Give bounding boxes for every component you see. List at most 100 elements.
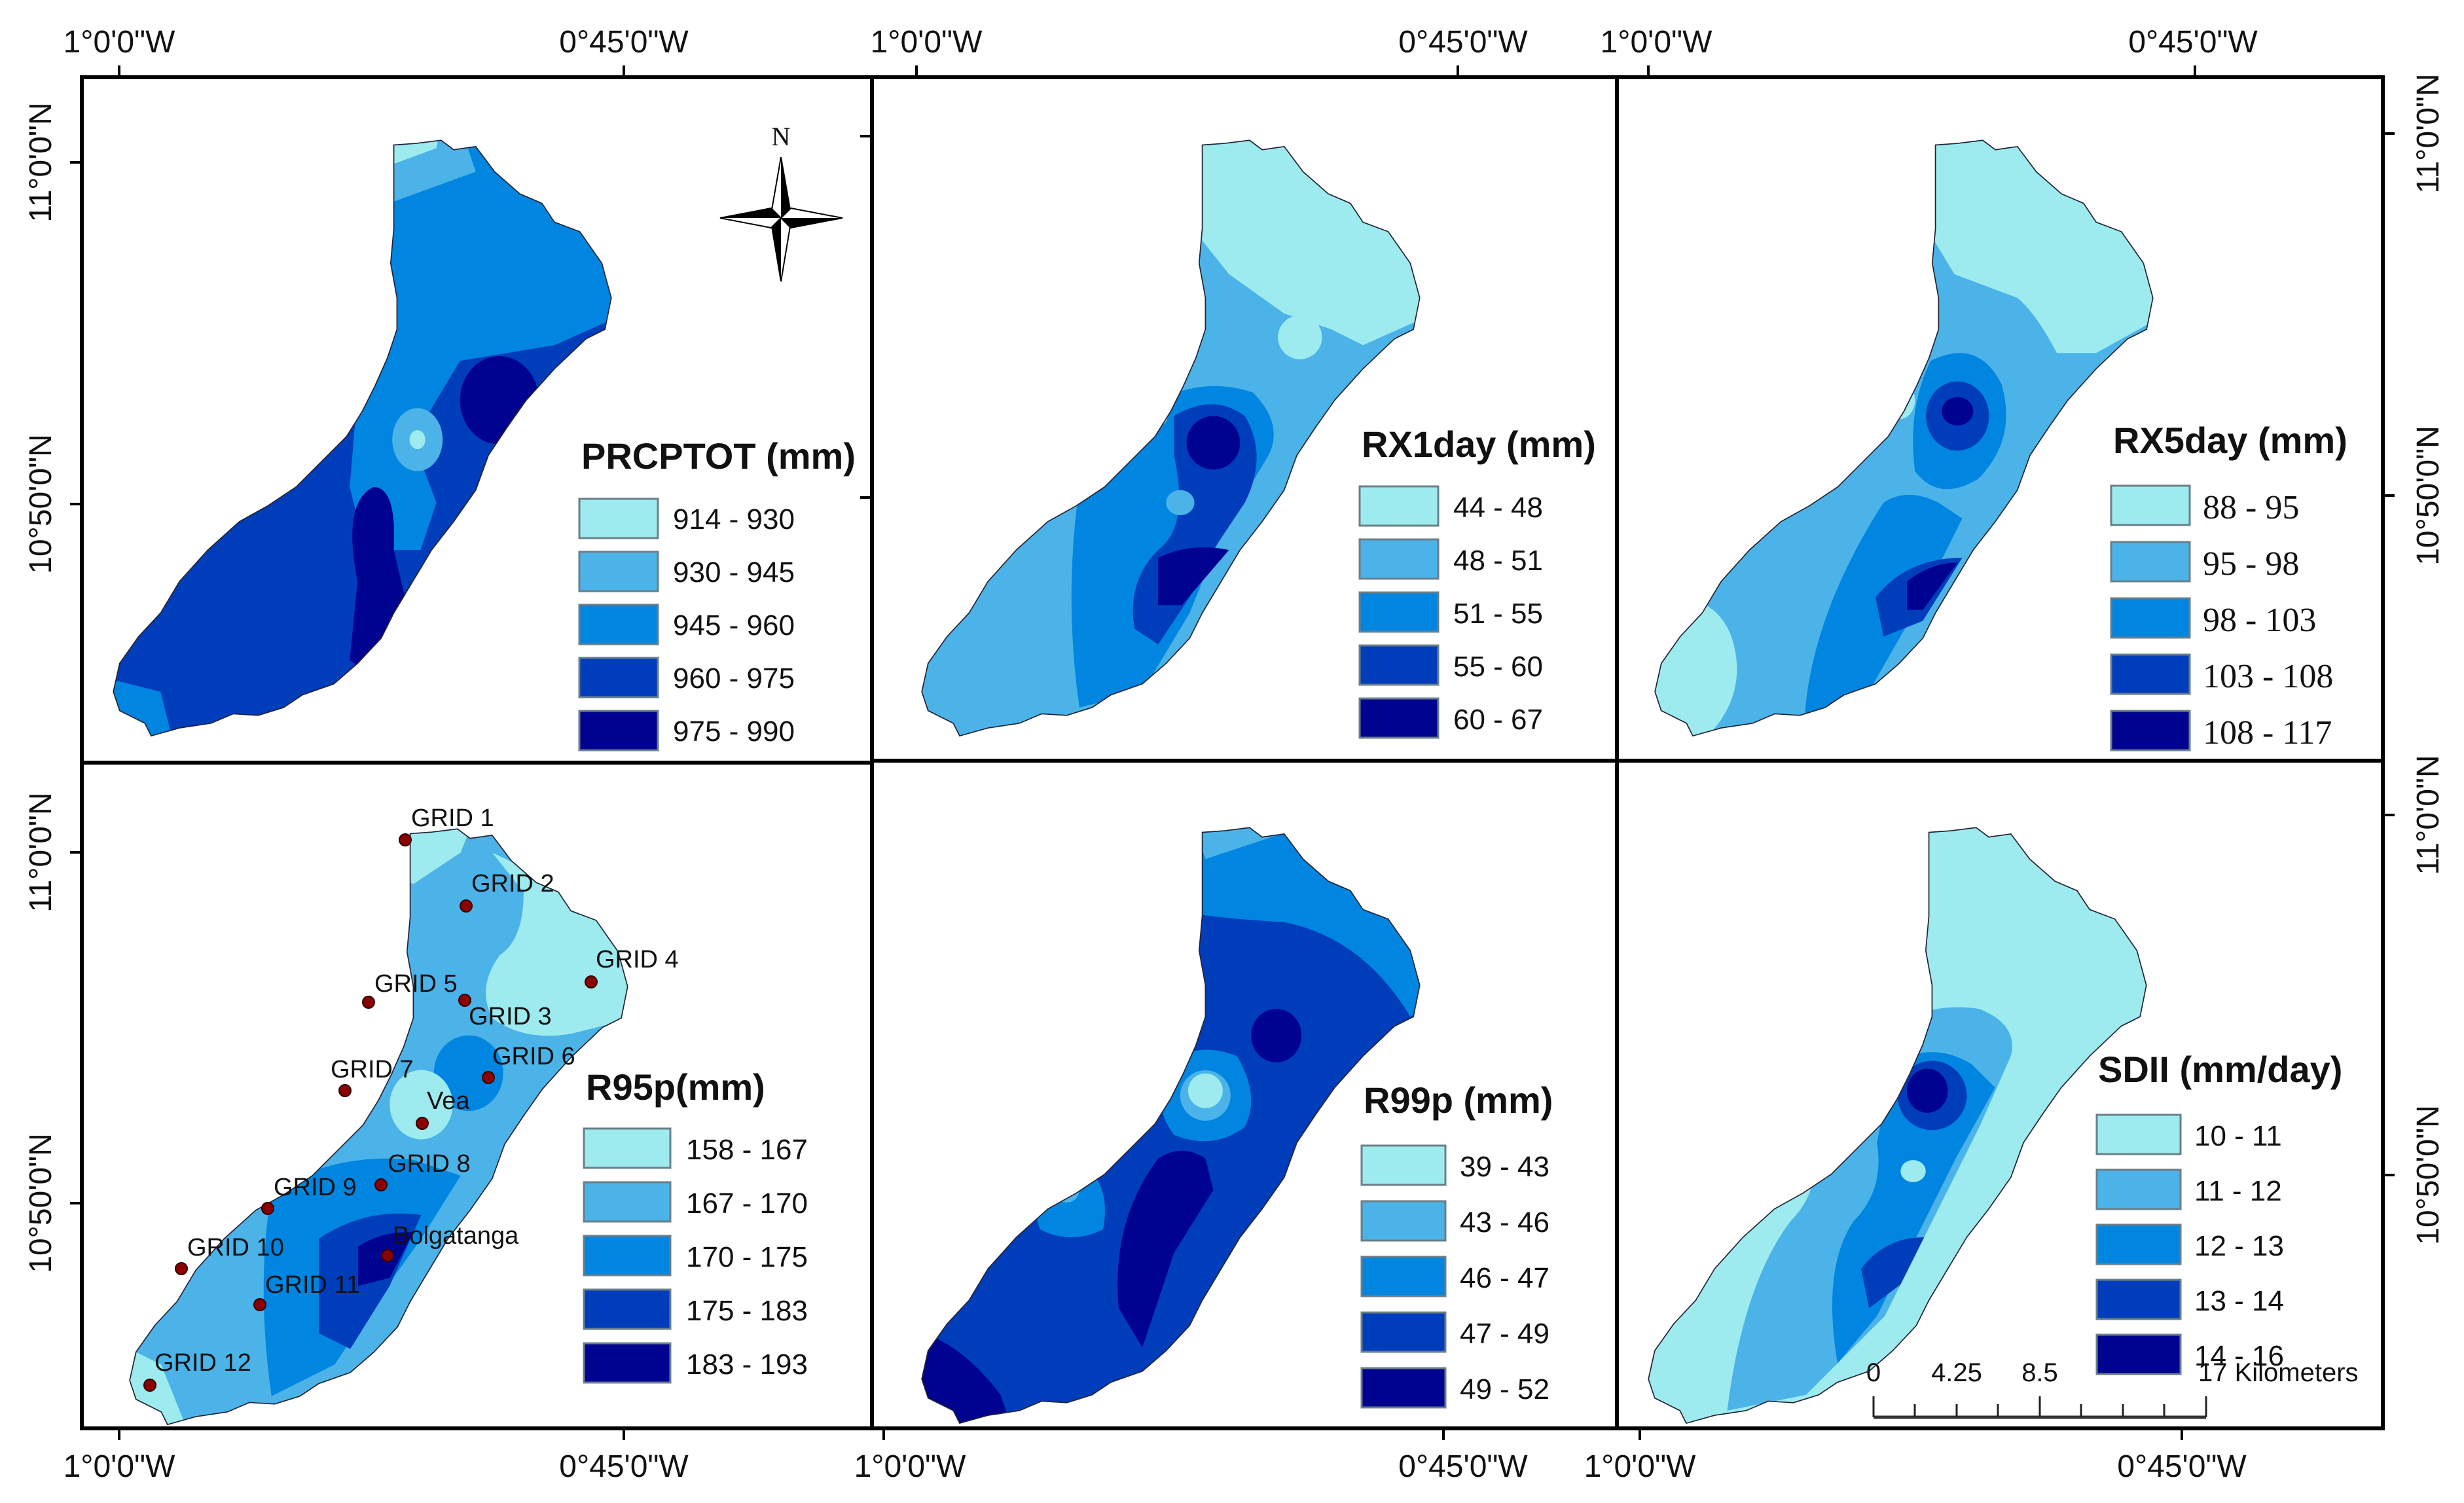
svg-text:GRID 7: GRID 7 [331, 1056, 414, 1083]
legend-label: 975 - 990 [673, 715, 795, 748]
legend-label: 960 - 975 [673, 662, 795, 695]
lat-label-11n: 11°0'0"N [2411, 73, 2446, 193]
lon-label-1w: 1°0'0"W [854, 1449, 966, 1484]
legend-title: PRCPTOT (mm) [581, 435, 856, 477]
svg-text:GRID 5: GRID 5 [374, 970, 458, 998]
legend-label: 51 - 55 [1453, 598, 1543, 630]
legend-title: R99p (mm) [1364, 1079, 1553, 1121]
panel-r95p: 1°0'0"W 0°45'0"W 11°0'0"N 10°50'0"N GRID… [24, 761, 874, 1484]
north-arrow-icon: N [719, 122, 843, 282]
station-grid-8: GRID 8 [374, 1150, 471, 1191]
station-grid-3: GRID 3 [458, 994, 552, 1030]
legend-label: 945 - 960 [673, 609, 795, 642]
legend-label: 10 - 11 [2194, 1120, 2282, 1152]
legend-label: 49 - 52 [1460, 1373, 1549, 1405]
legend-title: SDII (mm/day) [2098, 1049, 2342, 1090]
station-grid-6: GRID 6 [482, 1043, 575, 1084]
svg-text:8.5: 8.5 [2021, 1358, 2058, 1387]
lon-label-045w: 0°45'0"W [1398, 25, 1528, 60]
legend-label: 175 - 183 [686, 1295, 808, 1327]
legend-label: 88 - 95 [2203, 489, 2299, 526]
svg-text:GRID 3: GRID 3 [469, 1003, 552, 1030]
legend-label: 11 - 12 [2194, 1175, 2282, 1207]
svg-text:GRID 12: GRID 12 [154, 1349, 251, 1377]
lat-label-1050n: 10°50'0"N [2411, 426, 2446, 566]
station-grid-1: GRID 1 [399, 805, 494, 846]
lat-label-1050n: 10°50'0"N [2411, 1105, 2446, 1245]
legend-label: 930 - 945 [673, 556, 795, 589]
legend-sdii: SDII (mm/day) 10 - 11 11 - 12 12 - 13 13… [2095, 1049, 2342, 1375]
legend-label: 914 - 930 [673, 503, 795, 535]
panel-sdii: 1°0'0"W 0°45'0"W 11°0'0"N 10°50'0"N SDII… [1584, 755, 2446, 1484]
svg-text:4.25: 4.25 [1931, 1358, 1982, 1387]
legend-label: 95 - 98 [2203, 545, 2299, 583]
lon-label-045w: 0°45'0"W [2128, 25, 2258, 60]
station-grid-10: GRID 10 [175, 1234, 284, 1275]
station-grid-12: GRID 12 [143, 1349, 251, 1392]
svg-text:Vea: Vea [427, 1087, 470, 1115]
lon-label-1w: 1°0'0"W [1584, 1449, 1696, 1484]
panel-prcptot: 1°0'0"W 0°45'0"W 11°0'0"N 10°50'0"N N PR… [24, 25, 874, 765]
panel-r99p: 1°0'0"W 0°45'0"W R99p (mm) 39 - 43 43 - … [854, 759, 1619, 1484]
svg-text:Bolgatanga: Bolgatanga [393, 1222, 519, 1250]
legend-label: 47 - 49 [1460, 1318, 1549, 1350]
station-grid-4: GRID 4 [585, 946, 679, 988]
legend-label: 46 - 47 [1460, 1262, 1549, 1294]
station-grid-2: GRID 2 [460, 870, 554, 913]
legend-r99p: R99p (mm) 39 - 43 43 - 46 46 - 47 47 - 4… [1360, 1079, 1553, 1409]
svg-text:GRID 10: GRID 10 [187, 1234, 284, 1261]
legend-label: 43 - 46 [1460, 1206, 1549, 1239]
legend-label: 44 - 48 [1453, 492, 1543, 524]
lon-label-045w: 0°45'0"W [559, 25, 689, 60]
legend-label: 12 - 13 [2194, 1230, 2284, 1262]
lon-label-1w: 1°0'0"W [1601, 25, 1712, 60]
legend-title: RX1day (mm) [1362, 424, 1596, 465]
panel-rx5day: 1°0'0"W 0°45'0"W 11°0'0"N 10°50'0"N RX5d… [1601, 25, 2446, 763]
station-grid-9: GRID 9 [261, 1174, 357, 1215]
svg-text:0: 0 [1866, 1358, 1881, 1387]
station-grid-7: GRID 7 [331, 1056, 414, 1097]
station-vea: Vea [416, 1087, 470, 1130]
legend-title: R95p(mm) [586, 1066, 765, 1108]
lon-label-1w: 1°0'0"W [63, 25, 175, 60]
legend-rx5day: RX5day (mm) 88 - 95 95 - 98 98 - 103 103… [2110, 420, 2347, 752]
station-grid-5: GRID 5 [362, 970, 458, 1009]
legend-label: 14 - 16 [2194, 1340, 2284, 1372]
lon-label-045w: 0°45'0"W [559, 1449, 689, 1484]
svg-text:GRID 8: GRID 8 [388, 1150, 471, 1178]
lat-label-11n: 11°0'0"N [24, 792, 58, 912]
lon-label-1w: 1°0'0"W [871, 25, 983, 60]
lat-label-1050n: 10°50'0"N [24, 1133, 58, 1273]
svg-text:GRID 9: GRID 9 [274, 1174, 357, 1201]
lon-label-1w: 1°0'0"W [63, 1449, 175, 1484]
station-points: GRID 1 GRID 2 GRID 3 GRID 4 GRID 5 GRID … [143, 805, 679, 1392]
legend-label: 108 - 117 [2203, 714, 2332, 752]
legend-label: 60 - 67 [1453, 704, 1543, 736]
legend-label: 48 - 51 [1453, 545, 1543, 577]
svg-text:GRID 4: GRID 4 [596, 946, 679, 973]
lat-label-11n: 11°0'0"N [2411, 755, 2446, 875]
legend-r95p: R95p(mm) 158 - 167 167 - 170 170 - 175 1… [583, 1066, 808, 1384]
svg-text:17 Kilometers: 17 Kilometers [2198, 1358, 2359, 1387]
legend-label: 55 - 60 [1453, 651, 1543, 683]
svg-text:GRID 6: GRID 6 [492, 1043, 575, 1070]
legend-prcptot: PRCPTOT (mm) 914 - 930 930 - 945 945 - 9… [578, 435, 856, 752]
svg-text:GRID 11: GRID 11 [265, 1271, 360, 1299]
svg-text:N: N [772, 122, 791, 151]
scale-bar: 0 4.25 8.5 17 Kilometers [1866, 1358, 2359, 1419]
legend-label: 170 - 175 [686, 1241, 808, 1273]
legend-label: 39 - 43 [1460, 1151, 1549, 1183]
lon-label-045w: 0°45'0"W [1398, 1449, 1528, 1484]
legend-label: 13 - 14 [2194, 1285, 2284, 1317]
legend-label: 103 - 108 [2203, 658, 2333, 695]
svg-text:GRID 2: GRID 2 [471, 870, 554, 897]
station-bolgatanga: Bolgatanga [381, 1222, 519, 1262]
panel-rx1day: 1°0'0"W 0°45'0"W RX1day (mm) 44 - 48 48 … [860, 25, 1619, 763]
station-grid-11: GRID 11 [253, 1271, 360, 1311]
legend-label: 167 - 170 [686, 1187, 808, 1220]
lat-label-1050n: 10°50'0"N [24, 434, 58, 574]
legend-label: 158 - 167 [686, 1134, 808, 1166]
legend-rx1day: RX1day (mm) 44 - 48 48 - 51 51 - 55 55 -… [1358, 424, 1596, 739]
legend-title: RX5day (mm) [2113, 420, 2347, 461]
